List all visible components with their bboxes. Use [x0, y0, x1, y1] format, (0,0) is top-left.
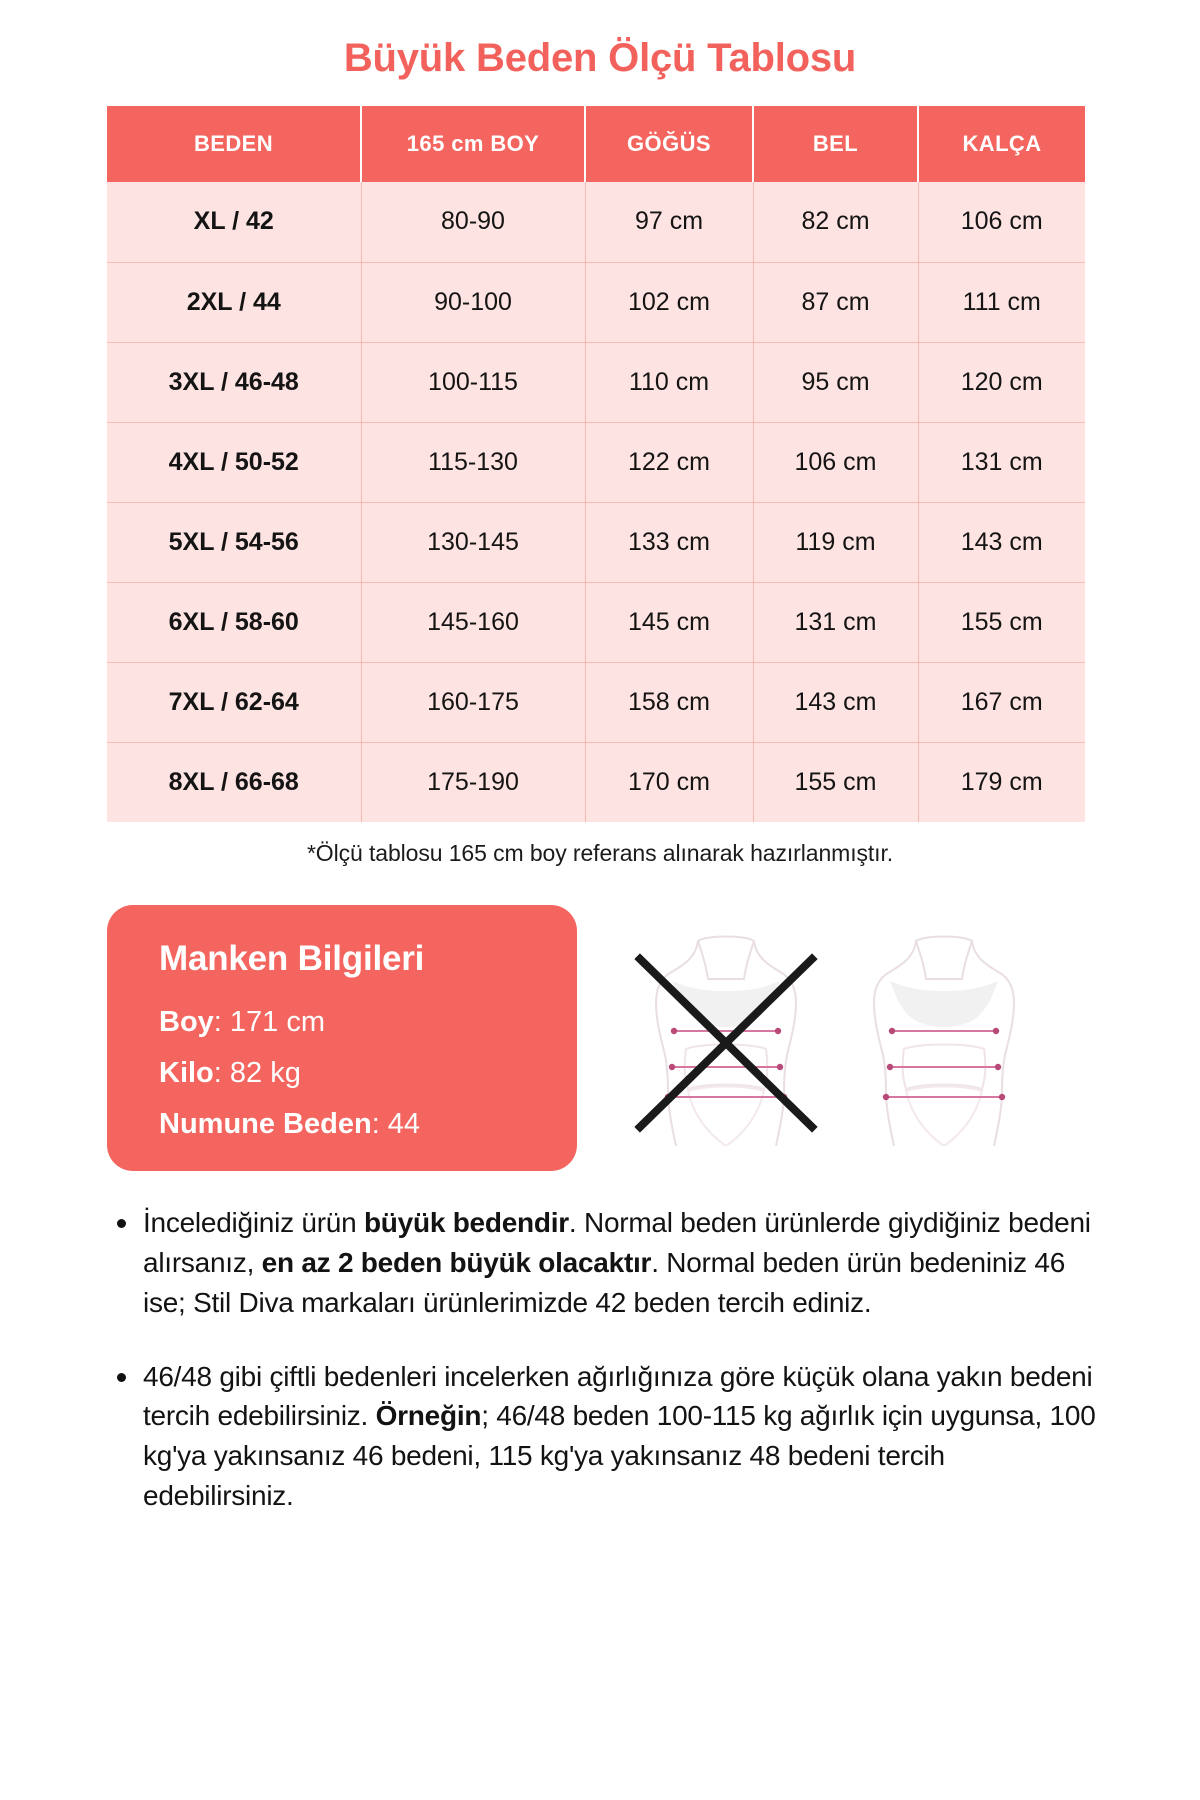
cell-gogus: 170 cm [585, 742, 754, 822]
cell-kalca: 120 cm [918, 342, 1085, 423]
model-info-section: Manken Bilgileri Boy: 171 cm Kilo: 82 kg… [107, 905, 1093, 1172]
model-weight-row: Kilo: 82 kg [159, 1056, 577, 1091]
size-table-container: BEDEN 165 cm BOY GÖĞÜS BEL KALÇA XL / 42… [107, 106, 1093, 867]
cell-gogus: 158 cm [585, 662, 754, 743]
model-height-label: Boy [159, 1006, 214, 1038]
size-table-body: XL / 42 80-90 97 cm 82 cm 106 cm 2XL / 4… [107, 182, 1085, 822]
body-outline-icon [654, 935, 798, 1146]
notes-list: İncelediğiniz ürün büyük bedendir. Norma… [103, 1203, 1097, 1515]
table-row: XL / 42 80-90 97 cm 82 cm 106 cm [107, 182, 1085, 263]
cell-bel: 119 cm [753, 502, 919, 583]
column-header-beden: BEDEN [107, 106, 362, 182]
body-figures [577, 905, 1093, 1171]
column-header-gogus: GÖĞÜS [585, 106, 754, 182]
model-info-heading: Manken Bilgileri [159, 939, 425, 978]
size-table: BEDEN 165 cm BOY GÖĞÜS BEL KALÇA XL / 42… [107, 106, 1085, 822]
cell-kalca: 155 cm [918, 582, 1085, 663]
cell-kalca: 111 cm [918, 262, 1085, 343]
cell-beden: 4XL / 50-52 [107, 422, 362, 503]
cell-gogus: 110 cm [585, 342, 754, 423]
table-footnote: *Ölçü tablosu 165 cm boy referans alınar… [306, 840, 894, 866]
model-height-value: : 171 cm [213, 1006, 326, 1038]
body-figure [844, 931, 1044, 1146]
cell-boy: 175-190 [361, 742, 586, 822]
table-row: 4XL / 50-52 115-130 122 cm 106 cm 131 cm [107, 422, 1085, 503]
cell-gogus: 97 cm [585, 182, 754, 263]
body-outline-icon [872, 935, 1016, 1146]
model-sample-size-row: Numune Beden: 44 [159, 1107, 577, 1142]
cell-kalca: 179 cm [918, 742, 1085, 822]
crossed-out-body-figure [626, 931, 826, 1146]
cell-beden: 2XL / 44 [107, 262, 362, 343]
cell-boy: 160-175 [361, 662, 586, 743]
model-weight-label: Kilo [159, 1056, 214, 1089]
table-row: 3XL / 46-48 100-115 110 cm 95 cm 120 cm [107, 342, 1085, 423]
table-row: 5XL / 54-56 130-145 133 cm 119 cm 143 cm [107, 502, 1085, 583]
cell-bel: 143 cm [753, 662, 919, 743]
cell-beden: 3XL / 46-48 [107, 342, 362, 423]
cell-boy: 80-90 [361, 182, 586, 263]
cell-beden: 8XL / 66-68 [107, 742, 362, 822]
cell-gogus: 133 cm [585, 502, 754, 583]
cell-bel: 82 cm [753, 182, 919, 263]
cell-boy: 115-130 [361, 422, 586, 503]
note-item: 46/48 gibi çiftli bedenleri incelerken a… [103, 1357, 1097, 1516]
cell-beden: 7XL / 62-64 [107, 662, 362, 743]
cell-kalca: 106 cm [918, 182, 1085, 263]
column-header-bel: BEL [753, 106, 919, 182]
size-table-head: BEDEN 165 cm BOY GÖĞÜS BEL KALÇA [107, 106, 1085, 182]
cell-gogus: 102 cm [585, 262, 754, 343]
table-row: 8XL / 66-68 175-190 170 cm 155 cm 179 cm [107, 742, 1085, 822]
cell-beden: 5XL / 54-56 [107, 502, 362, 583]
cell-bel: 131 cm [753, 582, 919, 663]
model-weight-value: : 82 kg [213, 1056, 301, 1089]
cell-boy: 130-145 [361, 502, 586, 583]
model-info-card: Manken Bilgileri Boy: 171 cm Kilo: 82 kg… [107, 905, 577, 1172]
note-item: İncelediğiniz ürün büyük bedendir. Norma… [103, 1203, 1097, 1322]
size-guide-page: Büyük Beden Ölçü Tablosu BEDEN 165 cm BO… [75, 0, 1125, 1516]
cell-bel: 106 cm [753, 422, 919, 503]
cell-boy: 145-160 [361, 582, 586, 663]
cell-beden: 6XL / 58-60 [107, 582, 362, 663]
cell-beden: XL / 42 [107, 182, 362, 263]
cell-kalca: 131 cm [918, 422, 1085, 503]
cell-gogus: 145 cm [585, 582, 754, 663]
table-row: 2XL / 44 90-100 102 cm 87 cm 111 cm [107, 262, 1085, 343]
model-sample-size-label: Numune Beden [159, 1107, 372, 1140]
table-header-row: BEDEN 165 cm BOY GÖĞÜS BEL KALÇA [107, 106, 1085, 182]
cell-bel: 155 cm [753, 742, 919, 822]
cell-boy: 100-115 [361, 342, 586, 423]
model-height-row: Boy: 171 cm [159, 1005, 577, 1040]
column-header-kalca: KALÇA [918, 106, 1085, 182]
cell-bel: 95 cm [753, 342, 919, 423]
cell-kalca: 143 cm [918, 502, 1085, 583]
page-title: Büyük Beden Ölçü Tablosu [343, 36, 857, 80]
model-sample-size-value: : 44 [371, 1107, 421, 1140]
column-header-boy: 165 cm BOY [361, 106, 586, 182]
table-row: 7XL / 62-64 160-175 158 cm 143 cm 167 cm [107, 662, 1085, 743]
cell-bel: 87 cm [753, 262, 919, 343]
cell-kalca: 167 cm [918, 662, 1085, 743]
cell-boy: 90-100 [361, 262, 586, 343]
cell-gogus: 122 cm [585, 422, 754, 503]
table-row: 6XL / 58-60 145-160 145 cm 131 cm 155 cm [107, 582, 1085, 663]
